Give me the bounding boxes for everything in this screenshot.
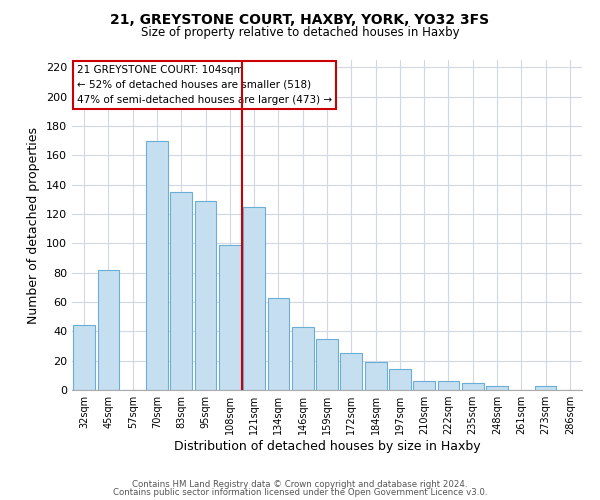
Text: Size of property relative to detached houses in Haxby: Size of property relative to detached ho… [140, 26, 460, 39]
Text: 21, GREYSTONE COURT, HAXBY, YORK, YO32 3FS: 21, GREYSTONE COURT, HAXBY, YORK, YO32 3… [110, 12, 490, 26]
Text: 21 GREYSTONE COURT: 104sqm
← 52% of detached houses are smaller (518)
47% of sem: 21 GREYSTONE COURT: 104sqm ← 52% of deta… [77, 65, 332, 104]
Bar [219, 245, 241, 390]
Bar [194, 201, 217, 390]
Bar [365, 362, 386, 390]
Bar [170, 192, 192, 390]
Bar [413, 381, 435, 390]
Text: Contains HM Land Registry data © Crown copyright and database right 2024.: Contains HM Land Registry data © Crown c… [132, 480, 468, 489]
Bar [268, 298, 289, 390]
Bar [340, 354, 362, 390]
Bar [316, 338, 338, 390]
Bar [486, 386, 508, 390]
Bar [389, 370, 411, 390]
Bar [437, 381, 460, 390]
Bar [462, 382, 484, 390]
Y-axis label: Number of detached properties: Number of detached properties [28, 126, 40, 324]
Text: Contains public sector information licensed under the Open Government Licence v3: Contains public sector information licen… [113, 488, 487, 497]
Bar [243, 206, 265, 390]
Bar [535, 386, 556, 390]
X-axis label: Distribution of detached houses by size in Haxby: Distribution of detached houses by size … [173, 440, 481, 453]
Bar [97, 270, 119, 390]
Bar [292, 327, 314, 390]
Bar [146, 140, 168, 390]
Bar [73, 326, 95, 390]
